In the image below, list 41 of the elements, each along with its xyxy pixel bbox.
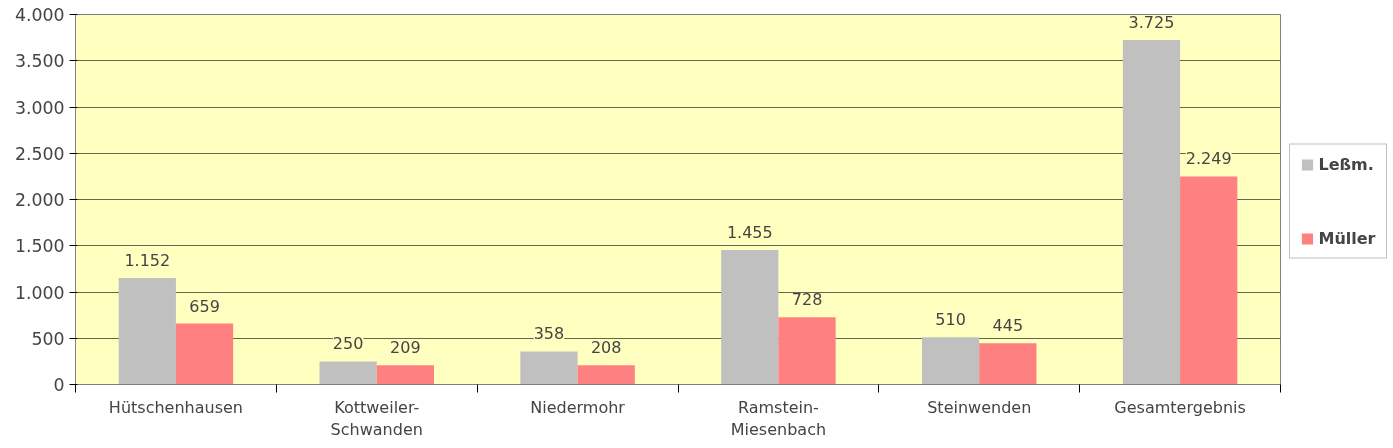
y-tick-label: 3.000: [14, 97, 65, 118]
data-label: 250: [332, 334, 364, 354]
bar: [376, 365, 434, 385]
legend-label: Müller: [1318, 228, 1376, 248]
y-tick-label: 4.000: [14, 5, 65, 25]
bar: [1180, 176, 1238, 385]
data-label: 1.152: [124, 250, 171, 270]
y-tick-label: 3.500: [14, 51, 65, 72]
data-label: 445: [992, 316, 1024, 336]
x-tick-label: Steinwenden: [927, 397, 1032, 417]
bar: [922, 337, 980, 385]
data-label: 659: [189, 296, 220, 316]
x-tick-label: Kottweiler- Schwanden: [330, 397, 423, 440]
x-tick-label: Hütschenhausen: [108, 397, 243, 417]
x-tick-label: Niedermohr: [530, 397, 626, 417]
bar: [118, 277, 176, 385]
y-tick-label: 0: [53, 375, 65, 395]
data-label: 2.249: [1185, 149, 1232, 169]
bar: [577, 365, 635, 385]
bar: [175, 323, 234, 385]
bar: [319, 361, 377, 385]
bar: [979, 343, 1037, 385]
data-label: 3.725: [1128, 12, 1175, 32]
data-label: 209: [390, 338, 421, 358]
data-label: 728: [791, 290, 823, 310]
y-tick-label: 500: [31, 328, 65, 349]
legend-label: Leßm.: [1318, 154, 1374, 174]
y-tick-label: 1.000: [14, 282, 65, 303]
data-label: 1.455: [726, 222, 773, 242]
bar: [778, 317, 836, 385]
bar: [721, 249, 779, 385]
y-tick-label: 2.000: [14, 190, 65, 210]
x-tick-label: Ramstein- Miesenbach: [730, 397, 827, 440]
y-tick-label: 2.500: [14, 143, 65, 164]
x-tick-label: Gesamtergebnis: [1114, 397, 1246, 417]
data-label: 208: [590, 338, 622, 358]
data-label: 358: [533, 324, 565, 344]
bar: [1122, 39, 1181, 385]
data-label: 510: [935, 310, 966, 330]
y-tick-label: 1.500: [14, 236, 65, 257]
bar: [520, 351, 578, 385]
